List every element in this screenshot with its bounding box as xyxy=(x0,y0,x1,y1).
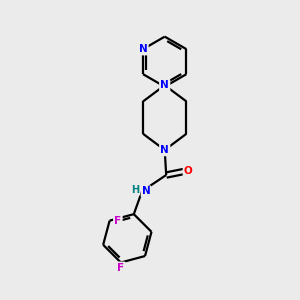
Text: N: N xyxy=(160,80,169,90)
Text: O: O xyxy=(184,166,193,176)
Text: N: N xyxy=(139,44,147,54)
Text: N: N xyxy=(160,145,169,155)
Text: F: F xyxy=(114,216,122,226)
Text: N: N xyxy=(142,186,150,196)
Text: F: F xyxy=(117,263,124,273)
Text: H: H xyxy=(131,185,140,195)
